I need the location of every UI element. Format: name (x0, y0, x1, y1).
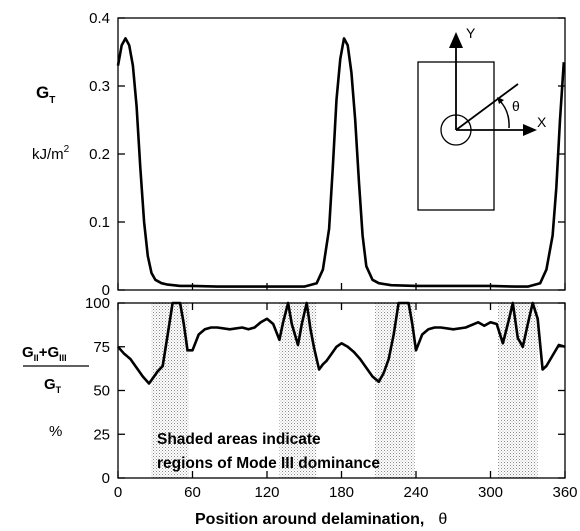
inset-angle-arrow (497, 97, 504, 104)
top-ytick-label: 0.4 (89, 10, 110, 27)
bottom-xtick-label: 240 (403, 484, 428, 501)
inset-angle-label: θ (512, 98, 520, 114)
bottom-x-ticks: 0 60 120 180 240 300 360 (114, 303, 578, 501)
top-panel: 0 0.1 0.2 0.3 0.4 GT kJ/m2 Y X θ (32, 10, 566, 299)
bottom-series-line (117, 301, 566, 385)
shaded-region (151, 303, 189, 478)
inset-diagram: Y X θ (417, 25, 547, 211)
bottom-shaded-regions (151, 303, 538, 478)
bottom-ytick-label: 75 (93, 339, 110, 356)
top-ytick-label: 0.3 (89, 78, 110, 95)
top-ytick-label: 0 (102, 282, 110, 299)
top-series-line (116, 37, 566, 288)
bottom-xtick-label: 360 (552, 484, 577, 501)
annotation-line-2: regions of Mode III dominance (157, 455, 380, 472)
bottom-y-ticks: 0 25 50 75 100 (85, 295, 565, 487)
inset-x-arrow (523, 124, 537, 136)
bottom-ytick-label: 100 (85, 295, 110, 312)
bottom-ytick-label: 25 (93, 426, 110, 443)
bottom-panel: 0 25 50 75 100 0 60 120 180 240 300 360 GII+GIII G… (22, 295, 578, 528)
bottom-xtick-label: 120 (254, 484, 279, 501)
inset-y-label: Y (466, 25, 476, 41)
bottom-ylabel-numerator: GII+GIII (22, 344, 67, 363)
inset-x-label: X (537, 114, 547, 130)
annotation-line-1: Shaded areas indicate (157, 431, 321, 448)
top-ylabel-unit: kJ/m2 (32, 144, 70, 163)
top-ytick-label: 0.2 (89, 146, 110, 163)
bottom-ytick-label: 50 (93, 383, 110, 400)
top-ytick-label: 0.1 (89, 214, 110, 231)
bottom-xtick-label: 180 (329, 484, 354, 501)
inset-y-arrow (449, 32, 463, 48)
bottom-xtick-label: 0 (114, 484, 122, 501)
bottom-xlabel: Position around delamination, θ (195, 511, 447, 528)
inset-theta-line (455, 83, 519, 131)
top-ylabel-symbol: GT (36, 83, 55, 106)
bottom-ytick-label: 0 (102, 470, 110, 487)
bottom-xtick-label: 60 (184, 484, 201, 501)
bottom-ylabel-unit: % (49, 423, 62, 440)
bottom-xtick-label: 300 (478, 484, 503, 501)
bottom-ylabel-denominator: GT (44, 376, 62, 395)
